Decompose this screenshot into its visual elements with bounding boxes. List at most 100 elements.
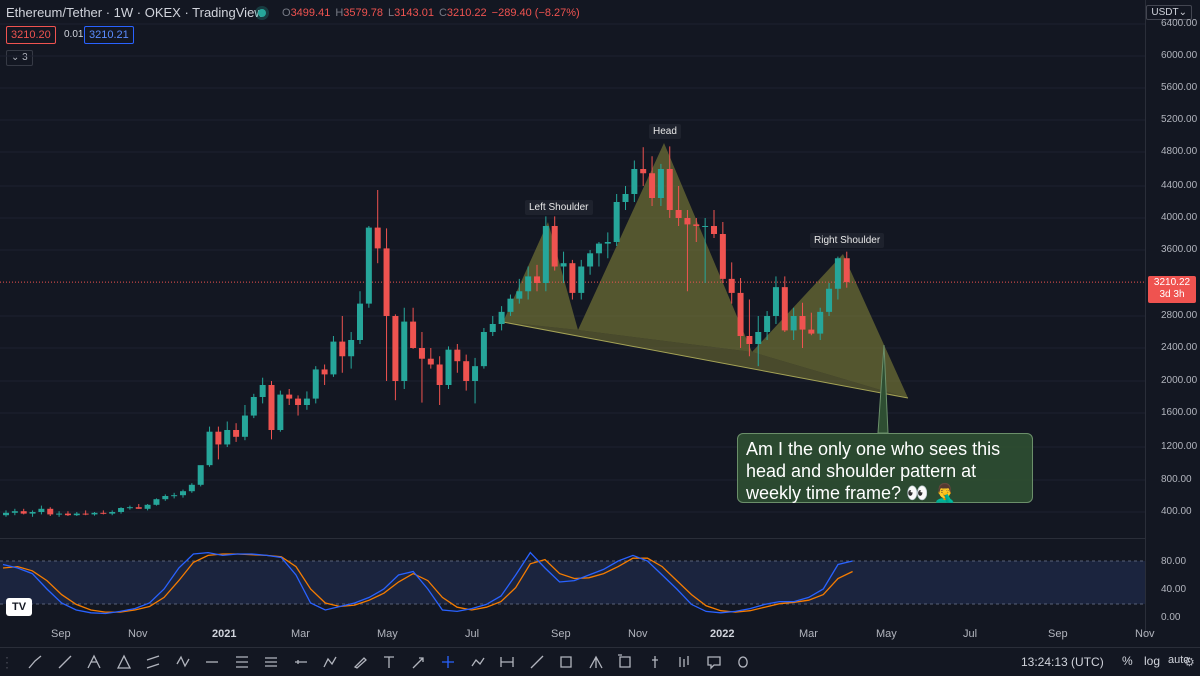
candle-body [365,227,372,304]
candle [197,465,204,487]
indicators-toggle[interactable]: ⌄ 3 [6,50,33,66]
parallel-channel-icon[interactable] [142,651,164,673]
candle [569,259,576,300]
candle [781,276,788,332]
trend-line-icon[interactable] [24,651,46,673]
pane-separator[interactable] [0,538,1145,539]
candle-body [604,242,611,244]
pitchfork-icon[interactable] [83,651,105,673]
triangle-pattern-icon[interactable] [585,651,607,673]
candle-body [153,499,160,505]
indicators-count: 3 [22,52,28,63]
head-label[interactable]: Head [649,124,681,139]
triangle-icon[interactable] [113,651,135,673]
candle-body [631,169,638,194]
text-icon[interactable] [378,651,400,673]
candle [171,492,178,499]
path-icon[interactable] [467,651,489,673]
percent-toggle[interactable]: % [1122,654,1133,668]
chart-header: Ethereum/Tether · 1W · OKEX · TradingVie… [0,0,1140,24]
price-tick-label: 2000.00 [1161,375,1198,386]
price-tick-label: 6400.00 [1161,18,1198,29]
tradingview-logo[interactable]: TV [6,598,32,616]
arrow-icon[interactable] [408,651,430,673]
candle [348,332,355,369]
log-toggle[interactable]: log [1144,654,1161,668]
gann-icon-glyph [265,657,277,667]
rectangle-icon-glyph [618,654,631,668]
candle-body [73,513,80,516]
candle [587,250,594,275]
candle-body [613,202,620,242]
candle [755,316,762,367]
price-tick-label: 3600.00 [1161,244,1198,255]
box-icon-glyph [560,656,572,668]
fib-icon[interactable] [231,651,253,673]
osc-tick-label: 80.00 [1161,556,1187,567]
gann-icon[interactable] [260,651,282,673]
rectangle-icon[interactable] [614,651,636,673]
candle-body [11,511,18,513]
long-position-icon[interactable] [644,651,666,673]
candle [277,390,284,432]
gear-icon[interactable]: ⚙ [1184,655,1195,669]
box-icon[interactable] [555,651,577,673]
candle [489,316,496,336]
stochastic-pane[interactable] [0,539,1145,625]
crosshair-icon[interactable] [437,651,459,673]
pitchfork-icon-glyph [87,654,101,669]
candle-body [56,513,63,515]
candle [525,266,532,300]
price-tick-label: 2800.00 [1161,310,1198,321]
candle-body [410,321,417,348]
currency-selector[interactable]: USDT⌄ [1146,5,1192,20]
candle [560,251,567,283]
ohlc-key: O [282,7,291,19]
bars-pattern-icon[interactable] [673,651,695,673]
left-shoulder-triangle [503,222,578,330]
ellipse-icon[interactable] [732,651,754,673]
callout-icon[interactable] [703,651,725,673]
candle [144,504,151,511]
callout-note[interactable]: Am I the only one who sees this head and… [737,433,1033,503]
candle [817,307,824,340]
fib-icon-glyph [235,656,248,668]
candle-body [746,336,753,344]
candle [11,508,18,516]
line-icon[interactable] [526,651,548,673]
candle-body [551,226,558,267]
candle-body [206,431,213,466]
auto-toggle[interactable]: auto [1168,654,1190,666]
candle-body [64,513,71,516]
candle [551,216,558,271]
candle-body [109,512,116,514]
candle-body [321,369,328,375]
candle-body [126,507,133,509]
candle-body [666,169,673,210]
candle [578,259,585,300]
candle-body [348,340,355,357]
candle-body [312,369,319,399]
symbol-title[interactable]: Ethereum/Tether · 1W · OKEX · TradingVie… [6,5,264,20]
clock[interactable]: 13:24:13 (UTC) [1021,655,1104,669]
polyline-icon[interactable] [319,651,341,673]
left-shoulder-label[interactable]: Left Shoulder [525,200,593,215]
candle-body [38,508,45,512]
sell-price-button[interactable]: 3210.20 [6,26,56,44]
drag-handle-icon[interactable]: ⋮ [0,653,14,670]
price-axis[interactable]: 6400.00 6000.00 5600.00 5200.00 4800.00 4400.… [1145,0,1200,636]
candle [666,146,673,218]
osc-tick-label: 40.00 [1161,584,1187,595]
candle [365,226,372,308]
range-icon[interactable] [496,651,518,673]
xabcd-icon[interactable] [172,651,194,673]
ray-icon[interactable] [54,651,76,673]
horizontal-line-icon[interactable] [201,651,223,673]
buy-price-button[interactable]: 3210.21 [84,26,134,44]
horizontal-ray-icon[interactable] [290,651,312,673]
candle [286,389,293,405]
price-chart[interactable] [0,0,1145,538]
candle-body [144,504,151,509]
right-shoulder-label[interactable]: Right Shoulder [810,233,885,248]
brush-icon[interactable] [349,651,371,673]
